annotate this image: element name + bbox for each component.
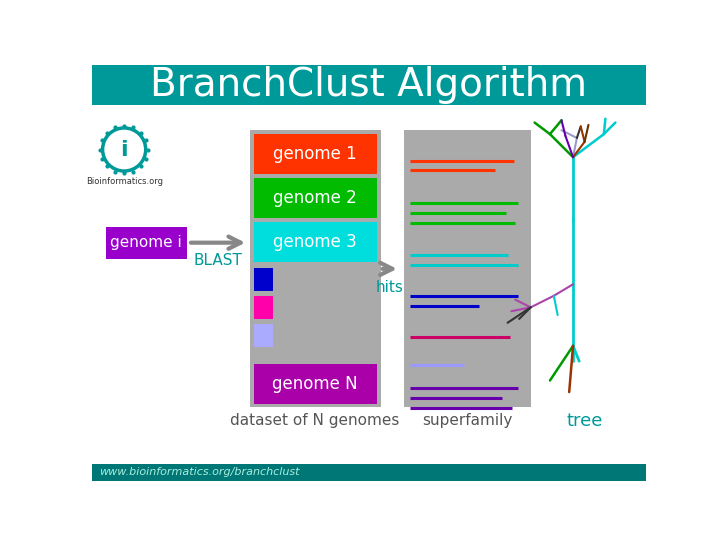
Text: www.bioinformatics.org/branchclust: www.bioinformatics.org/branchclust [99,467,300,477]
Bar [250,130,381,408]
Text: i: i [120,139,128,159]
Text: tree: tree [567,411,603,429]
Text: BLAST: BLAST [194,253,243,268]
Text: hits: hits [376,280,404,295]
Text: BranchClust Algorithm: BranchClust Algorithm [150,66,588,104]
Bar [253,363,377,403]
Bar [404,130,531,408]
Text: Bioinformatics.org: Bioinformatics.org [86,177,163,186]
Bar [253,268,273,291]
Text: genome i: genome i [110,235,182,250]
Text: dataset of N genomes: dataset of N genomes [230,413,400,428]
Bar [92,65,647,105]
Bar [253,222,377,262]
Bar [253,178,377,218]
Text: genome 2: genome 2 [273,189,357,207]
Bar [92,464,647,481]
Text: genome 1: genome 1 [273,145,357,163]
Text: superfamily: superfamily [422,413,513,428]
Bar [92,105,647,464]
Bar [253,134,377,174]
Bar [253,323,273,347]
Text: genome N: genome N [272,375,358,393]
Text: genome 3: genome 3 [273,233,357,251]
Bar [106,226,186,259]
Bar [253,296,273,319]
